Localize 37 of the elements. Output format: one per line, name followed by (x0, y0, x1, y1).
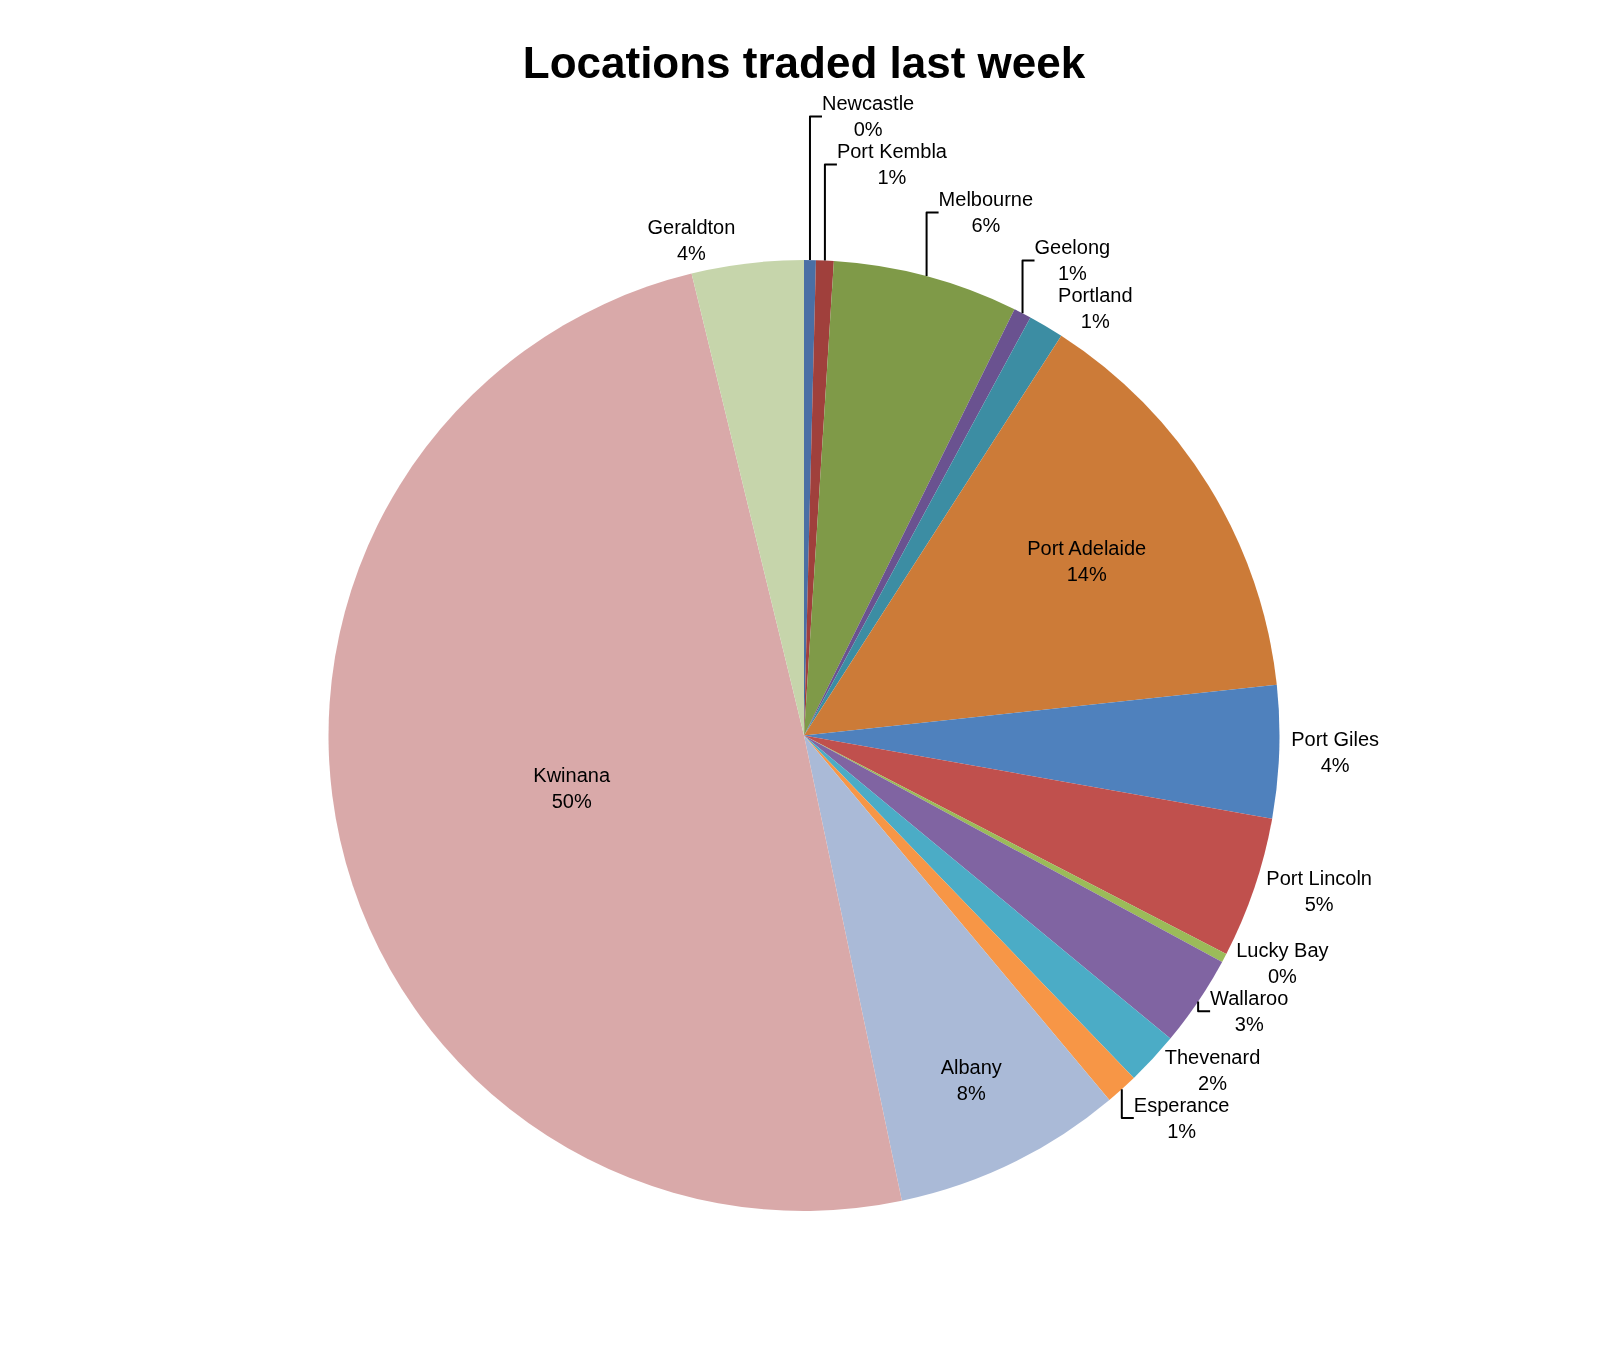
pie-slice (328, 273, 902, 1211)
data-label: 4% (676, 241, 707, 264)
pie-slice (804, 735, 1110, 1201)
data-label: 0% (853, 118, 883, 141)
slice-label: Melbourne (938, 188, 1034, 211)
slice-label: Kwinana (533, 764, 611, 787)
slice-label: Esperance (1133, 1093, 1230, 1116)
slice-label: Port Giles (1291, 727, 1380, 750)
chart-title: Locations traded last week (522, 38, 1086, 88)
slice-label: Albany (940, 1055, 1002, 1078)
data-label: 3% (1234, 1013, 1264, 1036)
slice-label: Wallaroo (1210, 987, 1289, 1010)
data-label: 1% (1057, 262, 1088, 285)
slice-label: Geelong (1034, 236, 1111, 259)
data-label: 14% (1066, 563, 1107, 586)
data-label: 0% (1267, 965, 1298, 988)
slice-label: Lucky Bay (1236, 939, 1329, 962)
data-label: 1% (877, 166, 907, 189)
slice-label: Port Lincoln (1266, 866, 1372, 889)
pie-slice (804, 335, 1277, 736)
data-label: 4% (1320, 753, 1350, 776)
slice-label: Port Kembla (836, 140, 948, 163)
data-label: 2% (1198, 1071, 1228, 1094)
data-label: 1% (1167, 1119, 1197, 1142)
slice-label: Geraldton (647, 215, 736, 238)
slice-label: Newcastle (821, 92, 915, 115)
data-label: 1% (1080, 310, 1110, 333)
data-label: 50% (551, 790, 592, 813)
slice-label: Port Adelaide (1027, 537, 1147, 560)
data-label: 8% (956, 1081, 986, 1104)
pie-slice (804, 684, 1280, 819)
pie-slice (804, 260, 1015, 736)
slice-label: Portland (1058, 284, 1133, 307)
data-label: 5% (1304, 892, 1334, 915)
data-label: 6% (971, 214, 1001, 237)
slice-label: Thevenard (1164, 1045, 1261, 1068)
pie-slice (691, 260, 804, 736)
